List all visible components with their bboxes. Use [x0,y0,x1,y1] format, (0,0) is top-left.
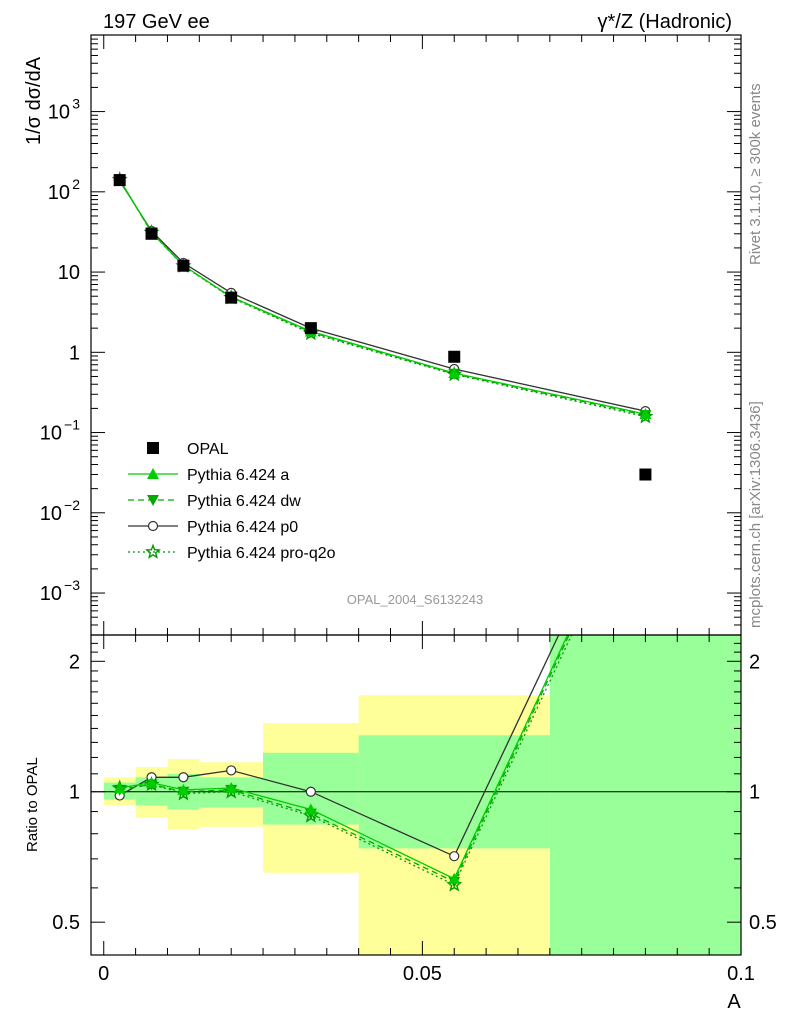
main-ytick-label: 10 [40,583,62,605]
ratio-uncertainty-bands [103,635,741,955]
main-line-pythia-6-424-pro-q2o [119,179,646,418]
xtick-label: 0 [98,963,109,985]
text-labels: 197 GeV ee γ*/Z (Hadronic) OPAL_2004_S61… [23,11,764,1013]
legend-label-3: Pythia 6.424 p0 [187,519,298,536]
ratio-ytick-label-left: 2 [69,651,80,673]
ratio-ytick-label-left: 1 [69,782,80,804]
main-ytick-label: 10 [40,503,62,525]
opal-point-2 [177,259,190,272]
main-series-lines [111,171,654,481]
legend-marker-1 [147,468,159,479]
mcplots-label: mcplots.cern.ch [arXiv:1306.3436] [747,401,764,628]
opal-point-1 [145,227,158,240]
ratio-frame [90,634,742,956]
ratio-line-pythia-6-424-pro-q2o [119,635,573,886]
ratio-ytick-label-right: 2 [749,651,760,673]
ratio-point-pythia-6-424-p0-4 [305,786,316,797]
legend-marker-0 [147,442,159,454]
ratio-point-pythia-6-424-pro-q2o-2 [175,785,192,801]
main-ytick-label: 1 [69,342,80,364]
main-line-pythia-6-424-a [119,179,646,415]
rivet-label: Rivet 3.1.10, ≥ 300k events [747,83,764,265]
main-line-pythia-6-424-p0 [119,180,646,412]
opal-point-4 [304,322,317,335]
xtick-label: 0.1 [727,963,755,985]
ratio-point-pythia-6-424-a-0 [113,782,126,794]
main-ytick-label: 10 [40,423,62,445]
green-band-6 [549,635,741,955]
ratio-point-pythia-6-424-a-4 [304,803,317,815]
main-ytick-label: 10 [48,102,70,124]
analysis-id: OPAL_2004_S6132243 [347,592,483,607]
ratio-point-pythia-6-424-a-3 [225,782,238,794]
ratio-point-pythia-6-424-a-5 [448,872,461,884]
legend-marker-4 [144,543,162,559]
xtick-label: 0.05 [403,963,442,985]
main-ytick-exponent: 2 [72,176,80,192]
main-line-pythia-6-424-dw [119,179,646,416]
header-right: γ*/Z (Hadronic) [598,11,732,33]
ratio-point-pythia-6-424-p0-2 [178,772,189,783]
ratio-point-pythia-6-424-a-1 [145,776,158,788]
ratio-ytick-label-left: 0.5 [52,912,80,934]
legend-label-2: Pythia 6.424 dw [187,493,301,510]
header-left: 197 GeV ee [103,11,210,33]
opal-point-0 [113,174,126,187]
ratio-point-pythia-6-424-p0-3 [226,765,237,776]
opal-point-5 [448,350,461,363]
legend: OPAL Pythia 6.424 a Pythia 6.424 dw Pythia … [128,441,336,562]
opal-point-3 [225,291,238,304]
main-ytick-exponent: −3 [64,577,80,593]
main-ytick-label: 10 [48,182,70,204]
ratio-point-pythia-6-424-a-2 [177,783,190,795]
legend-label-4: Pythia 6.424 pro-q2o [187,545,336,562]
main-ylabel: 1/σ dσ/dA [23,56,45,145]
main-ytick-exponent: 3 [72,96,80,112]
opal-point-6 [639,468,652,481]
plot-frames [90,34,742,956]
ratio-series-lines [91,635,741,892]
main-point-pythia-6-424-a-6 [639,408,652,420]
legend-label-0: OPAL [187,441,229,458]
ratio-ylabel: Ratio to OPAL [24,757,41,852]
ratio-ytick-label-right: 1 [749,782,760,804]
main-ytick-label: 10 [58,262,80,284]
main-ytick-exponent: −1 [64,417,80,433]
main-point-pythia-6-424-pro-q2o-6 [637,408,654,424]
ratio-ytick-label-right: 0.5 [749,912,777,934]
x-axis-label: A [727,991,741,1013]
main-ytick-exponent: −2 [64,497,80,513]
ratio-point-pythia-6-424-p0-5 [449,851,460,862]
legend-marker-2 [147,495,159,506]
main-point-pythia-6-424-a-5 [448,367,461,379]
legend-marker-3 [147,520,159,532]
legend-label-1: Pythia 6.424 a [187,467,289,484]
